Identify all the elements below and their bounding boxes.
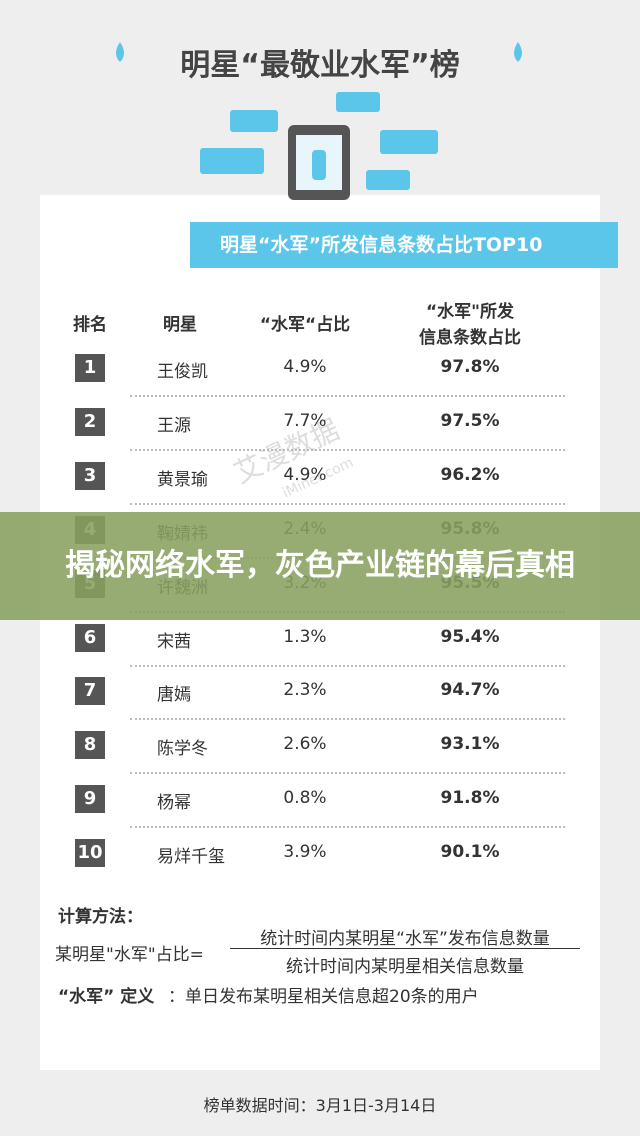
message-share: 97.5% [440, 410, 500, 431]
illustration [116, 42, 522, 200]
column-header: 排名 [73, 315, 107, 335]
row-divider [130, 772, 565, 775]
share: 7.7% [283, 410, 327, 431]
column-header: “水军"所发 信息条数占比 [419, 302, 521, 348]
row-divider [130, 502, 565, 505]
row-divider [130, 395, 565, 397]
rank-badge: 6 [75, 623, 105, 652]
rank-badge: 1 [75, 354, 105, 382]
overlay-caption: 揭秘网络水军，灰色产业链的幕后真相 [0, 512, 640, 620]
share: 4.9% [283, 357, 327, 377]
definition-term: “水军” 定义 [58, 987, 155, 1007]
share: 1.3% [283, 626, 327, 647]
rank-badge: 2 [75, 407, 105, 436]
formula: 某明星"水军"占比= [55, 945, 204, 965]
title: 明星“最敬业水军”榜 [180, 48, 460, 83]
share: 2.3% [283, 680, 327, 701]
row-divider [130, 448, 565, 451]
message-share: 94.7% [440, 680, 500, 701]
star-name: 黄景瑜 [157, 469, 208, 490]
card [40, 195, 600, 1070]
row-divider [130, 718, 565, 721]
message-share: 91.8% [440, 788, 500, 809]
rank-badge: 9 [75, 785, 105, 814]
message-share: 95.4% [440, 626, 500, 647]
message-share: 97.8% [440, 357, 500, 377]
column-header: 明星 [163, 315, 197, 335]
share: 3.9% [283, 842, 327, 863]
footer: 榜单数据时间：3月1日-3月14日 [203, 1096, 437, 1115]
star-name: 陈学冬 [157, 739, 208, 760]
column-header: “水军“占比 [259, 315, 351, 335]
share: 2.6% [283, 734, 327, 755]
method-label: 计算方法： [58, 907, 143, 927]
numerator: 统计时间内某明星“水军”发布信息数量 [260, 929, 550, 949]
star-name: 王源 [157, 415, 191, 436]
fraction-line [230, 948, 580, 949]
row-divider [130, 664, 565, 667]
message-share: 93.1% [440, 734, 500, 755]
rank-badge: 3 [75, 461, 105, 490]
star-name: 王俊凯 [157, 362, 208, 382]
share: 4.9% [283, 464, 327, 485]
banner: 明星“水军”所发信息条数占比TOP10 [190, 222, 618, 268]
row-divider [130, 826, 565, 829]
star-name: 易烊千玺 [157, 847, 225, 868]
definition-text: ：单日发布某明星相关信息超20条的用户 [168, 987, 479, 1007]
star-name: 唐嫣 [157, 685, 191, 706]
message-share: 96.2% [440, 464, 500, 485]
denominator: 统计时间内某明星相关信息数量 [286, 957, 524, 977]
rank-badge: 7 [75, 677, 105, 706]
rank-badge: 8 [75, 731, 105, 760]
share: 0.8% [283, 788, 327, 809]
rank-badge: 10 [75, 839, 105, 868]
star-name: 杨幂 [157, 793, 191, 814]
star-name: 宋茜 [157, 631, 191, 652]
message-share: 90.1% [440, 842, 500, 863]
